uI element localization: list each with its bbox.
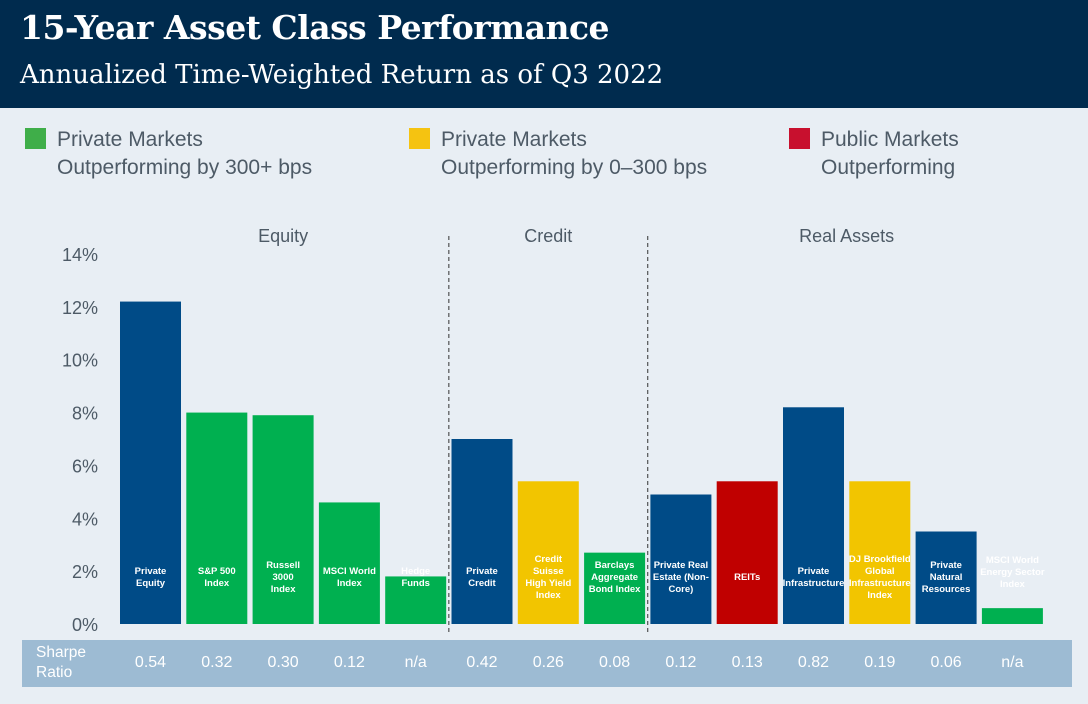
legend-label-line1: Public Markets [821,128,959,151]
sharpe-value: 0.08 [599,654,631,671]
sharpe-value: 0.13 [731,654,763,671]
header: 15-Year Asset Class Performance Annualiz… [0,0,1088,108]
sharpe-ratio-row: Sharpe Ratio 0.54 0.32 0.30 0.12 n/a 0.42 0.26… [22,640,1072,687]
legend-label-line2: Outperforming by 300+ bps [57,156,313,179]
bar-label: MSCI World Energy Sector Index [980,555,1045,590]
bar [981,608,1043,624]
bar-label: Private Credit [466,566,498,589]
legend-swatch-red [789,128,810,149]
bar-label: Private Natural Resources [922,560,971,595]
sharpe-value: 0.06 [930,654,962,671]
bar [716,481,778,624]
bar-label: Barclays Aggregate Bond Index [589,560,641,595]
sharpe-value: n/a [404,654,427,671]
bar-label: Hedge Funds [401,566,430,589]
sharpe-value: 0.32 [201,654,233,671]
bar-label: REITs [734,572,760,583]
sharpe-value: 0.12 [333,654,365,671]
sharpe-value: 0.26 [532,654,564,671]
legend-label-line1: Private Markets [441,128,587,151]
bar-label: Private Equity [135,566,167,589]
chart-subtitle: Annualized Time-Weighted Return as of Q3… [20,60,664,90]
sharpe-value: n/a [1001,654,1024,671]
y-tick-label: 6% [72,456,98,476]
legend-swatch-yellow [409,128,430,149]
legend-swatch-green [25,128,46,149]
chart-title: 15-Year Asset Class Performance [20,8,610,47]
y-tick-label: 2% [72,562,98,582]
legend-label-line1: Private Markets [57,128,203,151]
bar [318,502,380,624]
sharpe-ratio-label: Sharpe Ratio [36,644,86,681]
y-tick-label: 12% [62,298,98,318]
bar [252,415,314,624]
sharpe-value: 0.19 [864,654,896,671]
sharpe-value: 0.82 [797,654,830,671]
y-tick-label: 0% [72,615,98,635]
sharpe-value: 0.30 [267,654,299,671]
y-tick-label: 4% [72,509,98,529]
bar-label: MSCI World Index [323,566,376,589]
bar [186,412,248,624]
legend-label-line2: Outperforming by 0–300 bps [441,156,708,179]
y-tick-label: 10% [62,351,98,371]
bar [120,301,181,624]
sharpe-value: 0.12 [665,654,697,671]
bar [385,576,447,624]
legend-label-line2: Outperforming [821,156,956,179]
bar [451,439,513,624]
bar-label: Private Infrastructure [783,566,845,589]
sharpe-value: 0.42 [466,654,498,671]
bar [915,531,977,624]
y-tick-label: 8% [72,404,98,424]
bar-label: Russell 3000 Index [266,560,300,595]
bar [650,494,712,624]
group-label: Credit [524,226,572,246]
bar-label: DJ Brookfield Global Infrastructure Index [849,554,911,601]
bar-label: S&P 500 Index [198,566,236,589]
bar [783,407,844,624]
bar [584,552,646,624]
bar-label: Credit Suisse High Yield Index [525,554,571,601]
group-label: Real Assets [799,226,894,246]
sharpe-value: 0.54 [134,654,167,671]
bar-label: Private Real Estate (Non-Core) [653,560,709,595]
group-label: Equity [258,226,308,246]
bar [849,481,911,624]
bar [517,481,579,624]
y-tick-label: 14% [62,245,98,265]
